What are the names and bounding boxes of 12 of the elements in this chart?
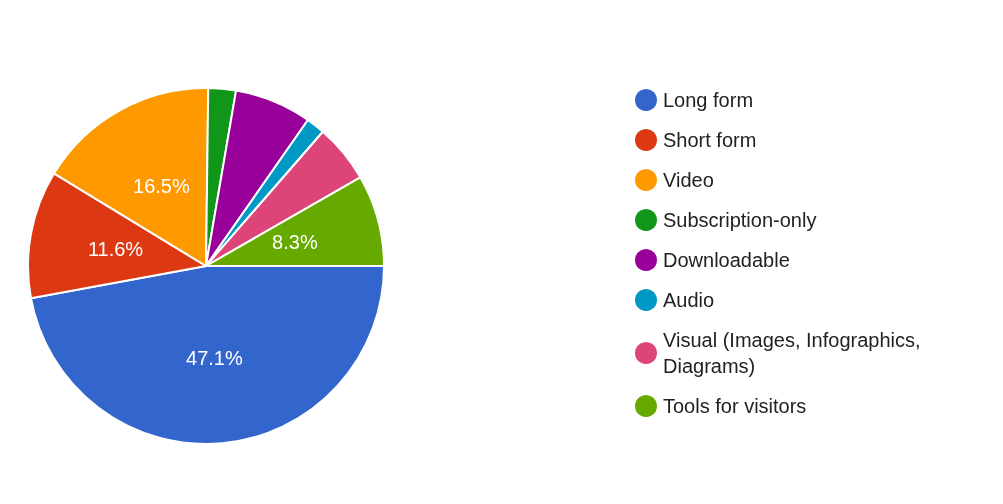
legend-label: Audio bbox=[663, 289, 715, 311]
data-label: 11.6% bbox=[87, 238, 144, 261]
data-label: 8.3% bbox=[272, 231, 318, 254]
legend-label: Video bbox=[663, 169, 714, 191]
data-label: 47.1% bbox=[186, 346, 243, 369]
legend-label: Subscription-only bbox=[663, 209, 817, 231]
legend-label: Short form bbox=[663, 129, 757, 151]
legend-label: Visual (Images, Infographics, Diagrams) bbox=[663, 329, 927, 377]
data-label: 16.5% bbox=[133, 174, 190, 197]
legend-label: Tools for visitors bbox=[663, 395, 807, 417]
legend-label: Long form bbox=[663, 89, 754, 111]
legend-label: Downloadable bbox=[663, 249, 790, 271]
